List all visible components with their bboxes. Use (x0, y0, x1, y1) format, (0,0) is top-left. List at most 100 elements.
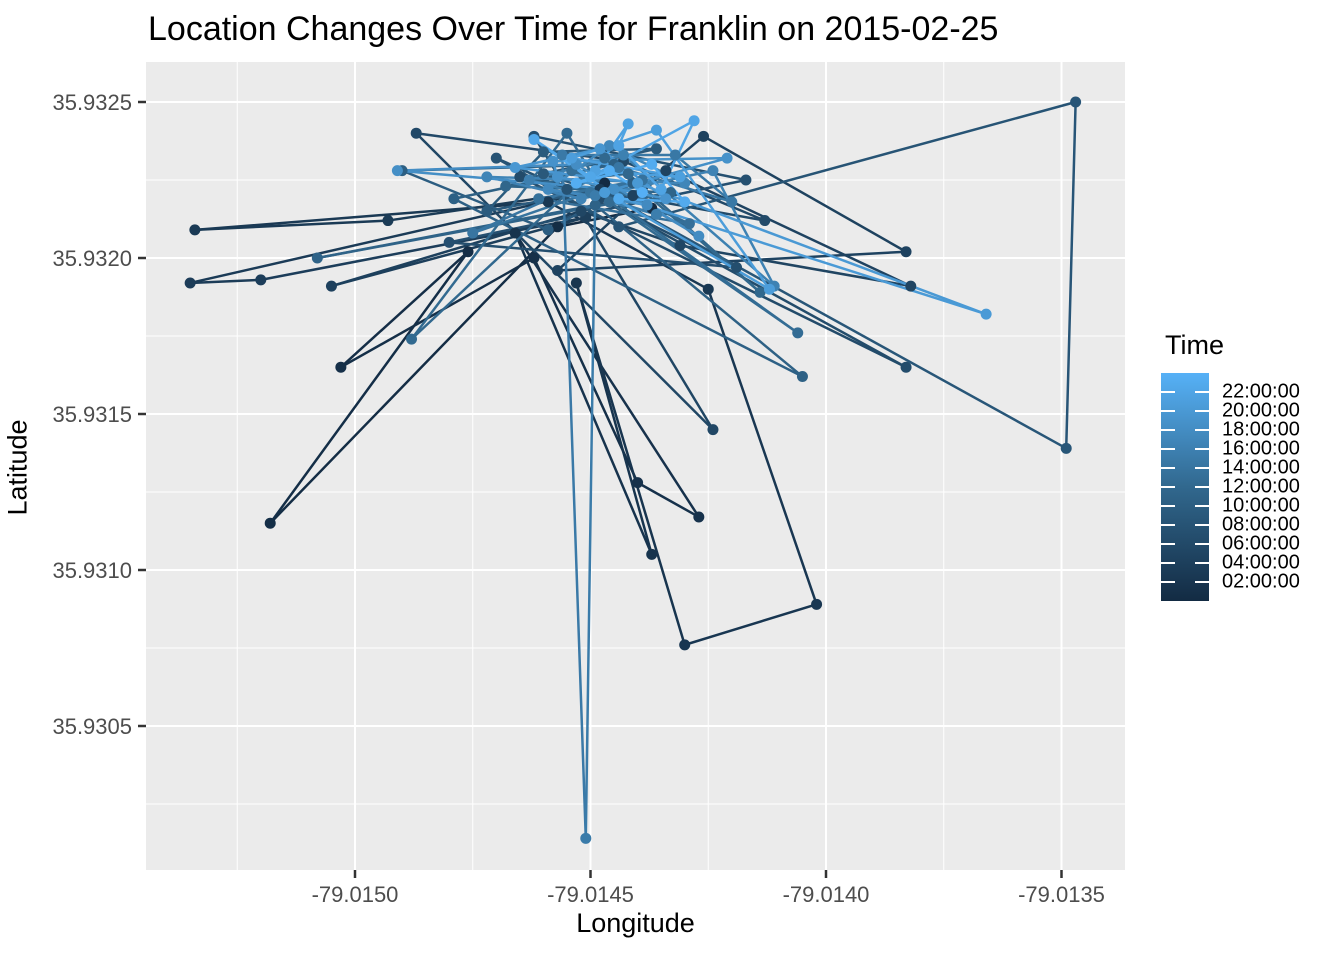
data-point (707, 165, 719, 177)
data-point (580, 832, 592, 844)
legend-colorbar-tick (1161, 505, 1175, 507)
data-point (570, 277, 582, 289)
legend-colorbar-tick (1195, 562, 1209, 564)
legend-tick-label: 06:00:00 (1222, 532, 1300, 555)
data-point (900, 246, 912, 258)
path-segment (636, 181, 988, 316)
data-point (528, 133, 540, 145)
data-point (556, 149, 568, 161)
y-tick-label: 35.9310 (52, 558, 132, 583)
data-point (509, 227, 521, 239)
data-point (514, 171, 526, 183)
path-segment (268, 250, 470, 525)
data-point (335, 361, 347, 373)
data-point (467, 227, 479, 239)
data-point (184, 277, 196, 289)
data-point (462, 246, 474, 258)
data-point (599, 152, 611, 164)
data-point (391, 165, 403, 177)
data-point (537, 168, 549, 180)
data-point (255, 274, 267, 286)
legend-colorbar-tick (1161, 486, 1175, 488)
legend: Time 22:00:00 20:00:00 18:00:00 16:00:00 14:… (1161, 330, 1344, 620)
path-segment (513, 166, 639, 185)
data-point (721, 152, 733, 164)
data-point (679, 196, 691, 208)
y-axis-title: Latitude (2, 419, 33, 516)
legend-tick-label: 12:00:00 (1222, 475, 1300, 498)
legend-colorbar-tick (1195, 429, 1209, 431)
data-point (1070, 96, 1082, 108)
data-point (311, 252, 323, 264)
data-point (693, 511, 705, 523)
data-point (811, 598, 823, 610)
data-point (650, 143, 662, 155)
data-point (406, 333, 418, 345)
data-point (792, 327, 804, 339)
path-segment (414, 131, 625, 163)
y-tick-label: 35.9320 (52, 246, 132, 271)
y-tick-label: 35.9325 (52, 90, 132, 115)
data-point (731, 261, 743, 273)
data-point (702, 283, 714, 295)
legend-colorbar-tick (1195, 391, 1209, 393)
data-point (589, 199, 601, 211)
data-point (566, 152, 578, 164)
data-point (594, 143, 606, 155)
x-axis-title: Longitude (576, 908, 695, 938)
legend-tick-label: 22:00:00 (1222, 380, 1300, 403)
path-segment (664, 169, 913, 288)
path-segment (608, 194, 1068, 450)
data-point (905, 280, 917, 292)
data-point (325, 280, 337, 292)
path-segment (702, 135, 908, 254)
path-segment (268, 225, 559, 525)
legend-colorbar-tick (1195, 581, 1209, 583)
legend-tick-label: 10:00:00 (1222, 494, 1300, 517)
data-point (641, 199, 653, 211)
data-point (900, 361, 912, 373)
data-point (603, 140, 615, 152)
legend-tick-label: 20:00:00 (1222, 399, 1300, 422)
data-point (627, 190, 639, 202)
data-point (617, 149, 629, 161)
legend-colorbar-tick (1195, 410, 1209, 412)
data-point (382, 215, 394, 227)
data-point (448, 193, 460, 205)
data-point (688, 115, 700, 127)
legend-colorbar-tick (1195, 543, 1209, 545)
path-segment (579, 209, 715, 431)
y-tick-label: 35.9315 (52, 402, 132, 427)
path-segment (560, 153, 588, 840)
data-point (660, 193, 672, 205)
path-segment (711, 169, 776, 288)
legend-colorbar-tick (1161, 543, 1175, 545)
data-point (481, 171, 493, 183)
legend-colorbar-tick (1161, 429, 1175, 431)
path-segment (707, 287, 818, 606)
legend-tick-label: 04:00:00 (1222, 551, 1300, 574)
data-point (726, 196, 738, 208)
data-point (707, 424, 719, 436)
path-segment (188, 188, 602, 285)
data-point (509, 162, 521, 174)
legend-title: Time (1165, 330, 1224, 360)
data-point (754, 286, 766, 298)
data-point (763, 283, 775, 295)
data-point (796, 371, 808, 383)
data-point (980, 308, 992, 320)
data-point (759, 215, 771, 227)
data-point (632, 177, 644, 189)
legend-colorbar-tick (1161, 467, 1175, 469)
path-segment (683, 603, 818, 647)
chart-title: Location Changes Over Time for Franklin … (148, 10, 999, 48)
path-segment (674, 153, 734, 204)
path-segment (396, 163, 578, 172)
path-segment (452, 197, 804, 378)
data-point (599, 186, 611, 198)
y-tick-label: 35.9305 (52, 714, 132, 739)
data-point (608, 183, 620, 195)
x-tick-label: -79.0135 (1018, 882, 1105, 907)
